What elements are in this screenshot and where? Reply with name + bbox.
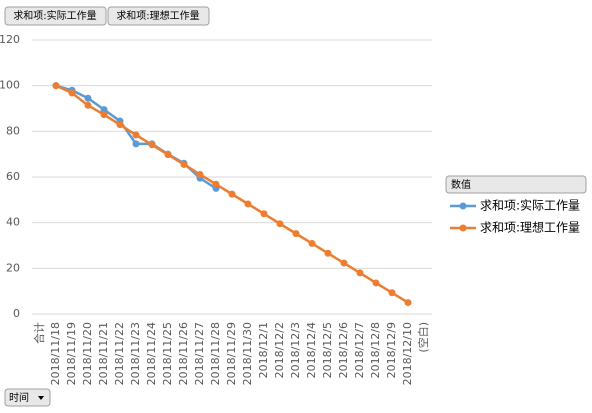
point xyxy=(52,82,60,90)
x-tick-label: 2018/11/19 xyxy=(65,322,78,385)
y-tick-label: 20 xyxy=(6,261,20,274)
filter-button[interactable] xyxy=(4,6,107,26)
dropdown-arrow[interactable] xyxy=(38,396,44,400)
x-tick-label: 2018/11/26 xyxy=(177,322,190,385)
point xyxy=(132,131,140,139)
point xyxy=(356,269,364,277)
y-tick-label: 100 xyxy=(0,79,20,92)
x-tick-label: 2018/11/24 xyxy=(145,322,158,385)
x-tick-label: 2018/12/10 xyxy=(401,322,414,385)
x-tick-label: 2018/12/6 xyxy=(337,322,350,378)
y-tick-label: 40 xyxy=(6,216,20,229)
x-tick-label: 2018/12/5 xyxy=(321,322,334,378)
x-tick-label: 2018/11/25 xyxy=(161,322,174,385)
x-tick-label: 2018/12/1 xyxy=(257,322,270,378)
x-tick-label: 2018/11/27 xyxy=(193,322,206,385)
y-tick-label: 60 xyxy=(6,170,20,183)
filter-label[interactable]: 求和项:理想工作量 xyxy=(116,9,199,22)
point xyxy=(228,190,236,198)
x-tick-label: 2018/11/29 xyxy=(225,322,238,385)
x-tick-label: 2018/12/7 xyxy=(353,322,366,378)
x-tick-label: 2018/11/23 xyxy=(129,322,142,385)
point xyxy=(68,89,76,97)
filter-button[interactable] xyxy=(107,6,210,26)
point xyxy=(244,200,252,208)
x-tick-label: (空白) xyxy=(416,322,430,353)
legend-label: 求和项:理想工作量 xyxy=(480,220,580,235)
x-tick-label: 2018/12/9 xyxy=(385,322,398,378)
legend-swatch xyxy=(459,224,467,232)
point xyxy=(308,239,316,247)
point xyxy=(148,141,156,149)
y-tick-label: 80 xyxy=(6,124,20,137)
point xyxy=(340,259,348,267)
point xyxy=(276,220,284,228)
point xyxy=(212,180,220,188)
axis-field-label[interactable]: 时间 xyxy=(9,391,29,404)
point xyxy=(132,140,140,148)
x-tick-label: 2018/11/28 xyxy=(209,322,222,385)
x-tick-label: 2018/11/18 xyxy=(49,322,62,385)
x-tick-label: 2018/11/30 xyxy=(241,322,254,385)
point xyxy=(388,289,396,297)
point xyxy=(116,121,124,129)
point xyxy=(372,279,380,287)
legend-swatch xyxy=(459,202,467,210)
x-tick-label: 合计 xyxy=(32,322,46,344)
axis-field-button[interactable] xyxy=(4,388,51,407)
legend-title-button[interactable] xyxy=(445,175,587,194)
point xyxy=(260,210,268,218)
point xyxy=(180,160,188,168)
point xyxy=(324,249,332,257)
x-tick-label: 2018/12/3 xyxy=(289,322,302,378)
point xyxy=(404,299,412,307)
point xyxy=(100,106,108,114)
point xyxy=(84,94,92,102)
x-tick-label: 2018/11/22 xyxy=(113,322,126,385)
x-tick-label: 2018/11/20 xyxy=(81,322,94,385)
filter-label[interactable]: 求和项:实际工作量 xyxy=(13,9,96,22)
legend-label: 求和项:实际工作量 xyxy=(480,198,580,213)
point xyxy=(292,230,300,238)
x-tick-label: 2018/12/4 xyxy=(305,322,318,378)
point xyxy=(164,151,172,159)
x-tick-label: 2018/11/21 xyxy=(97,322,110,385)
point xyxy=(84,101,92,109)
x-tick-label: 2018/12/2 xyxy=(273,322,286,378)
legend-title[interactable]: 数值 xyxy=(451,178,471,191)
point xyxy=(100,111,108,119)
point xyxy=(196,170,204,178)
y-tick-label: 0 xyxy=(13,307,20,320)
y-tick-label: 120 xyxy=(0,33,20,46)
x-tick-label: 2018/12/8 xyxy=(369,322,382,378)
